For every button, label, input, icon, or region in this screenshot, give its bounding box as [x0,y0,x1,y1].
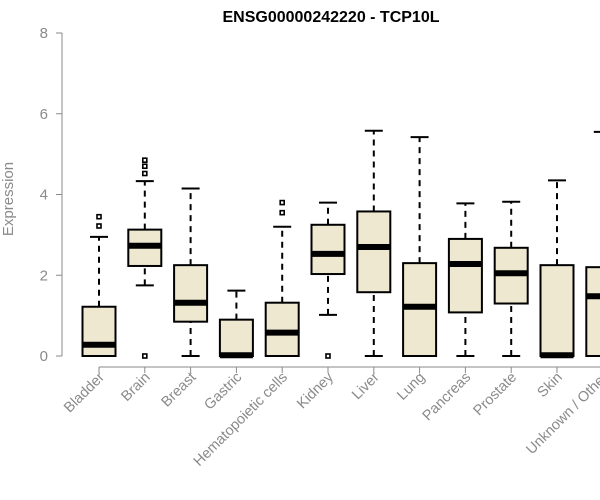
outlier-point [142,157,148,163]
boxes-layer [81,40,600,359]
iqr-box [218,318,254,358]
box-lung [402,136,438,358]
outlier-point [279,199,286,206]
outlier-point [96,223,102,229]
outlier-point [142,353,148,359]
chart-title: ENSG00000242220 - TCP10L [222,9,439,26]
box-kidney [310,201,346,359]
x-tick-label: Gastric [201,370,245,414]
box-liver [356,129,392,357]
iqr-box [310,223,346,276]
x-tick-label: Kidney [294,369,337,412]
box-breast [173,187,209,357]
x-tick-label: Lung [394,370,428,404]
y-tick-label: 4 [40,187,48,204]
x-tick-label: Brain [118,370,153,405]
x-tick-label: Bladder [61,369,108,416]
iqr-box [356,210,392,294]
x-tick-label: Liver [349,369,383,403]
y-tick-label: 2 [40,267,48,284]
iqr-box [585,266,600,357]
y-tick-label: 0 [40,348,48,365]
box-brain [127,157,163,359]
box-gastric [218,289,254,359]
box-skin [539,179,575,359]
iqr-box [264,301,300,357]
outlier-point [142,170,148,177]
y-axis-label: Expression [0,162,17,236]
iqr-box [81,305,117,357]
iqr-box [173,264,209,323]
outlier-point [279,209,286,216]
box-hematopoietic-cells [264,199,300,357]
iqr-box [539,264,575,357]
x-tick-label: Pancreas [420,370,475,425]
y-tick-label: 6 [40,106,48,123]
outlier-point [325,353,331,359]
box-bladder [81,213,117,357]
x-tick-label: Prostate [471,370,520,419]
box-pancreas [447,202,483,357]
y-tick-label: 8 [40,25,48,42]
x-tick-label: Breast [158,370,199,411]
axes: 0 2 4 6 8 [40,25,600,368]
x-tick-label: Skin [535,370,566,401]
outlier-point [142,163,148,170]
outlier-point [96,213,102,220]
box-unknown-other [585,40,600,357]
box-prostate [493,200,529,357]
iqr-box [447,237,483,314]
